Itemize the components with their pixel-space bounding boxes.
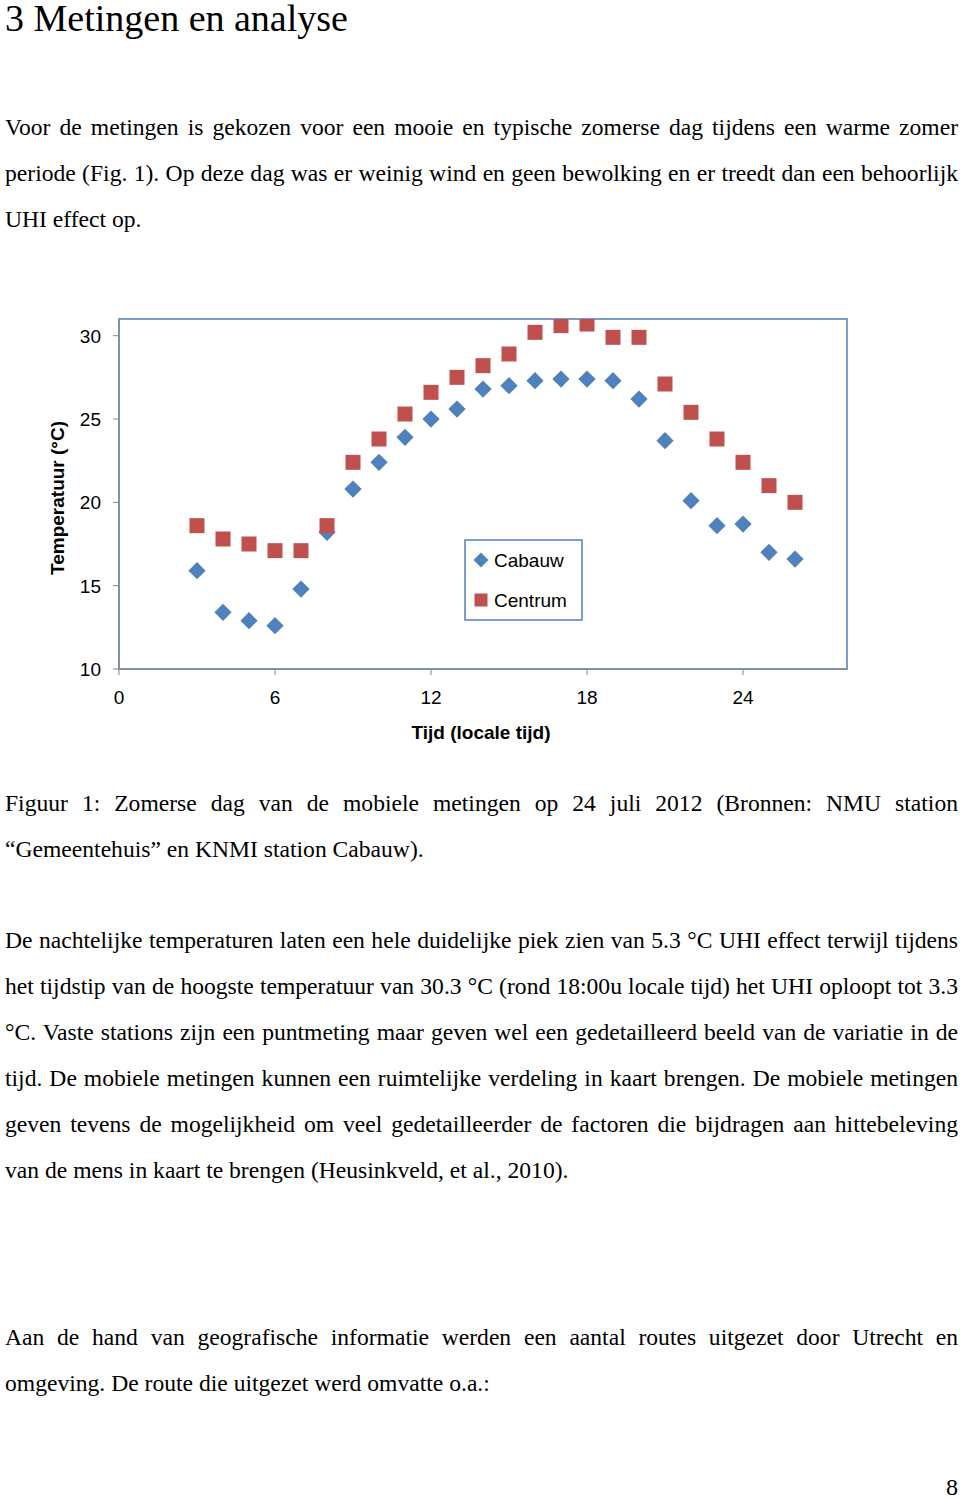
paragraph: Voor de metingen is gekozen voor een moo… <box>5 104 958 242</box>
point <box>578 370 595 387</box>
point <box>476 358 491 373</box>
point <box>502 347 517 362</box>
x-tick <box>275 669 276 675</box>
legend-label: Centrum <box>494 590 567 611</box>
point <box>294 543 309 558</box>
y-tick-label: 10 <box>80 659 101 680</box>
y-tick-label: 20 <box>80 492 101 513</box>
point <box>552 370 569 387</box>
x-tick <box>119 669 120 675</box>
y-tick <box>113 335 119 336</box>
y-tick <box>113 585 119 586</box>
point <box>344 480 361 497</box>
point <box>292 580 309 597</box>
legend-marker <box>475 594 488 607</box>
y-axis <box>119 319 120 669</box>
legend: Cabauw Centrum <box>465 540 582 620</box>
x-axis <box>119 669 847 670</box>
plot-frame <box>119 319 847 669</box>
point <box>346 455 361 470</box>
point <box>370 454 387 471</box>
point <box>214 604 231 621</box>
point <box>500 377 517 394</box>
point <box>526 372 543 389</box>
point <box>708 517 725 534</box>
x-tick <box>743 669 744 675</box>
point <box>606 330 621 345</box>
point <box>760 544 777 561</box>
point <box>372 432 387 447</box>
point <box>632 330 647 345</box>
point <box>188 562 205 579</box>
point <box>658 377 673 392</box>
point <box>630 390 647 407</box>
point <box>216 532 231 547</box>
chart: 10 15 20 25 30 0 6 12 18 24 Tijd (locale tijd) Temp… <box>0 300 960 760</box>
x-tick <box>431 669 432 675</box>
point <box>268 543 283 558</box>
paragraph: Aan de hand van geografische informatie … <box>5 1314 958 1406</box>
y-tick <box>113 419 119 420</box>
x-tick-label: 18 <box>576 687 597 708</box>
point <box>554 319 569 333</box>
point <box>788 495 803 510</box>
point <box>320 518 335 533</box>
legend-marker <box>474 553 489 568</box>
point <box>762 478 777 493</box>
y-axis-title: Temperatuur (°C) <box>47 421 68 575</box>
point <box>450 370 465 385</box>
point <box>448 400 465 417</box>
x-tick-label: 0 <box>114 687 125 708</box>
marks <box>188 319 803 634</box>
y-tick <box>113 669 119 670</box>
legend-box <box>465 540 582 620</box>
point <box>422 410 439 427</box>
point <box>240 612 257 629</box>
x-tick <box>587 669 588 675</box>
point <box>528 325 543 340</box>
point <box>190 518 205 533</box>
x-tick-label: 12 <box>420 687 441 708</box>
point <box>424 385 439 400</box>
figure-caption: Figuur 1: Zomerse dag van de mobiele met… <box>5 780 958 872</box>
point <box>682 492 699 509</box>
point <box>656 432 673 449</box>
y-tick <box>113 502 119 503</box>
y-tick-label: 25 <box>80 409 101 430</box>
point <box>736 455 751 470</box>
heading: 3 Metingen en analyse <box>5 0 348 41</box>
point <box>474 380 491 397</box>
x-axis-title: Tijd (locale tijd) <box>412 722 551 743</box>
point <box>580 319 595 332</box>
point <box>242 537 257 552</box>
point <box>710 432 725 447</box>
point <box>266 617 283 634</box>
y-tick-label: 15 <box>80 576 101 597</box>
legend-label: Cabauw <box>494 550 564 571</box>
point <box>398 407 413 422</box>
x-tick-label: 6 <box>270 687 281 708</box>
paragraph: De nachtelijke temperaturen laten een he… <box>5 917 958 1193</box>
point <box>684 405 699 420</box>
point <box>396 429 413 446</box>
point <box>734 515 751 532</box>
page-number: 8 <box>946 1465 958 1499</box>
point <box>604 372 621 389</box>
y-tick-label: 30 <box>80 326 101 347</box>
point <box>786 550 803 567</box>
x-tick-label: 24 <box>732 687 754 708</box>
